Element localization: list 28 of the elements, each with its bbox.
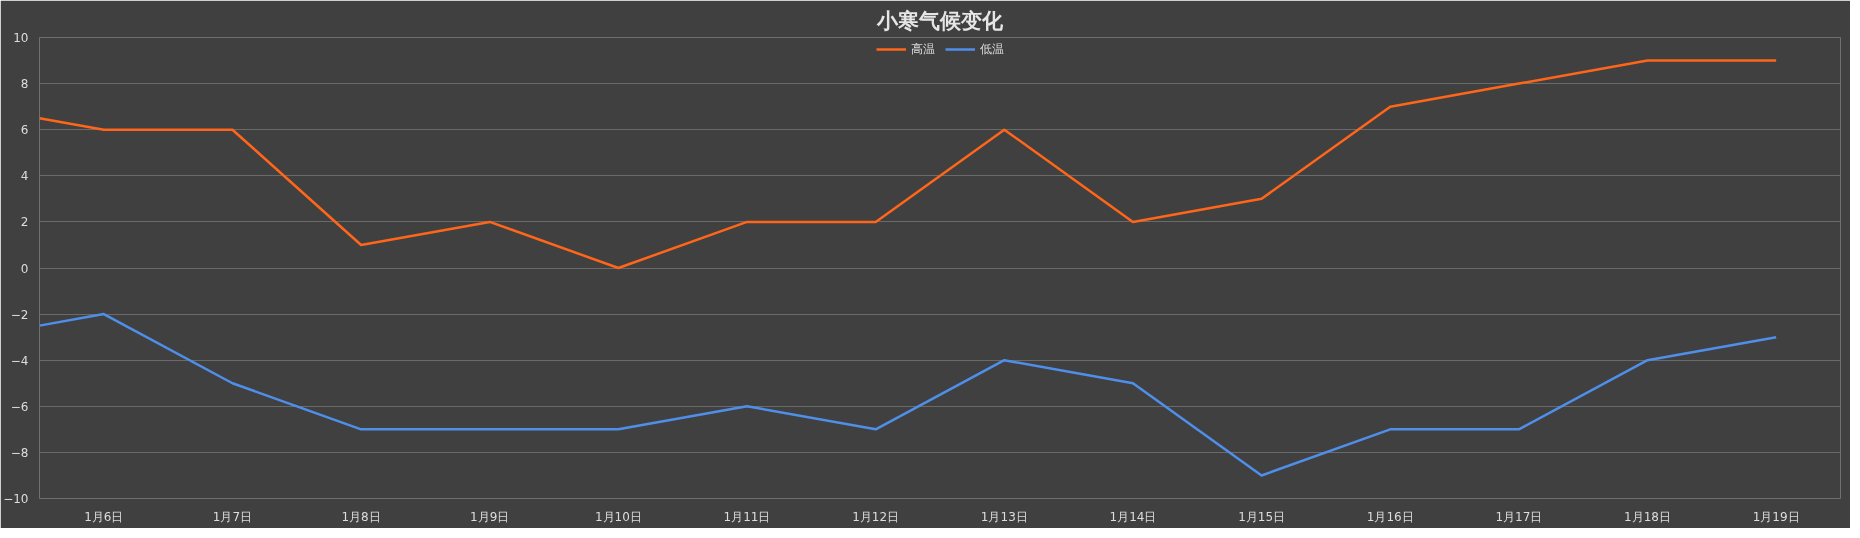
x-tick-label: 1月10日 [594,509,642,524]
y-tick-label: −6 [10,399,29,414]
y-tick-label: 8 [20,77,29,92]
x-tick-label: 1月9日 [470,509,510,524]
y-tick-label: 0 [20,261,29,276]
x-tick-label: 1月18日 [1624,509,1671,524]
y-tick-label: −2 [10,307,29,322]
chart-title: 小寒气候变化 [876,7,1004,33]
y-tick-label: −4 [10,353,29,368]
x-tick-label: 1月16日 [1366,509,1414,524]
x-tick-label: 1月12日 [852,509,900,524]
x-tick-label: 1月13日 [980,509,1028,524]
x-tick-label: 1月7日 [212,509,253,524]
y-tick-label: −10 [3,492,29,506]
y-tick-label: 6 [20,123,29,138]
x-tick-label: 1月6日 [84,509,124,524]
legend-label: 高温 [910,40,935,58]
y-tick-label: 10 [13,31,29,45]
x-tick-label: 1月15日 [1238,509,1286,524]
x-tick-label: 1月17日 [1495,509,1543,524]
y-tick-label: 2 [20,215,29,230]
legend-label: 低温 [979,40,1004,58]
y-tick-label: 4 [20,169,29,184]
x-tick-label: 1月11日 [723,509,771,524]
x-tick-label: 1月14日 [1109,509,1157,524]
y-tick-label: −8 [10,445,29,460]
x-tick-label: 1月19日 [1752,509,1800,524]
x-tick-label: 1月8日 [341,509,381,524]
